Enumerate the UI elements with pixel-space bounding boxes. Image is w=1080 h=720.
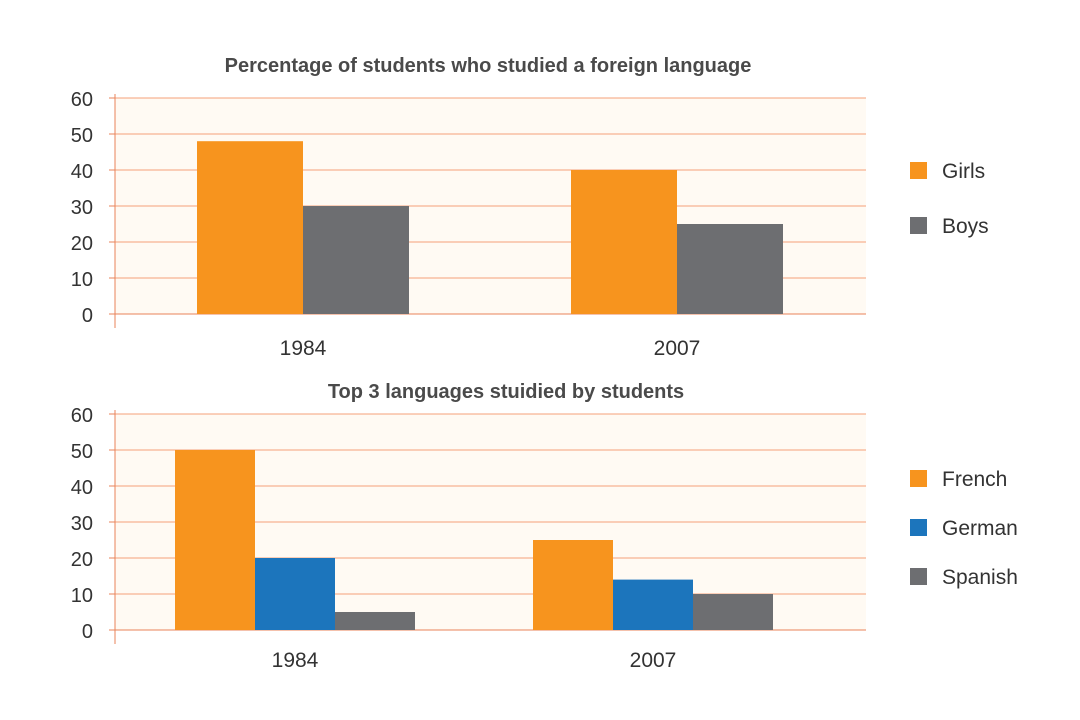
- y-tick-label: 40: [71, 477, 93, 499]
- y-tick-label: 0: [82, 305, 93, 327]
- chart-title: Top 3 languages stuidied by students: [328, 381, 684, 403]
- legend-swatch-boys: [910, 217, 927, 234]
- y-tick-label: 40: [71, 161, 93, 183]
- legend-label-girls: Girls: [942, 160, 985, 183]
- y-tick-label: 50: [71, 441, 93, 463]
- bar-boys-2007: [677, 224, 783, 314]
- x-category-label: 2007: [654, 337, 701, 360]
- legend-swatch-spanish: [910, 568, 927, 585]
- chart-foreign-language-percentage: 0 10 20 30 40 50 60 1984 2007 Girls Boys Percentage…: [71, 55, 989, 360]
- chart-top-languages: 0 10 20 30 40 50 60 1984 2007 French German Spanish…: [71, 381, 1018, 672]
- legend-label-german: German: [942, 517, 1018, 540]
- chart-title: Percentage of students who studied a for…: [225, 55, 752, 77]
- y-tick-label: 60: [71, 405, 93, 427]
- x-category-label: 1984: [280, 337, 327, 360]
- legend-swatch-french: [910, 470, 927, 487]
- legend-label-boys: Boys: [942, 215, 989, 238]
- y-tick-label: 50: [71, 125, 93, 147]
- y-tick-label: 30: [71, 197, 93, 219]
- bar-spanish-2007: [693, 594, 773, 630]
- bar-spanish-1984: [335, 612, 415, 630]
- bar-french-2007: [533, 540, 613, 630]
- legend-label-spanish: Spanish: [942, 566, 1018, 589]
- bar-german-2007: [613, 579, 693, 630]
- y-tick-label: 30: [71, 513, 93, 535]
- legend-swatch-girls: [910, 162, 927, 179]
- y-tick-label: 10: [71, 585, 93, 607]
- y-tick-label: 60: [71, 89, 93, 111]
- y-tick-label: 20: [71, 549, 93, 571]
- y-tick-label: 20: [71, 233, 93, 255]
- y-tick-label: 10: [71, 269, 93, 291]
- bar-french-1984: [175, 450, 255, 630]
- legend-swatch-german: [910, 519, 927, 536]
- legend-label-french: French: [942, 468, 1007, 491]
- bar-german-1984: [255, 558, 335, 630]
- x-category-label: 1984: [272, 649, 319, 672]
- bar-boys-1984: [303, 206, 409, 314]
- bar-girls-1984: [197, 141, 303, 314]
- bar-girls-2007: [571, 170, 677, 314]
- x-category-label: 2007: [630, 649, 677, 672]
- y-tick-label: 0: [82, 621, 93, 643]
